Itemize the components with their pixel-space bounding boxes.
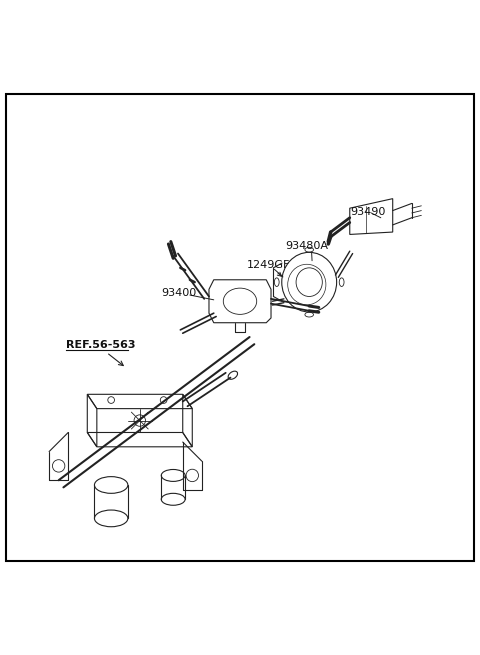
Text: 93490: 93490 [350,208,385,217]
Text: 93400: 93400 [161,288,196,297]
Text: REF.56-563: REF.56-563 [66,339,135,350]
Text: 93480A: 93480A [285,241,328,251]
Text: 1249GF: 1249GF [247,260,290,270]
